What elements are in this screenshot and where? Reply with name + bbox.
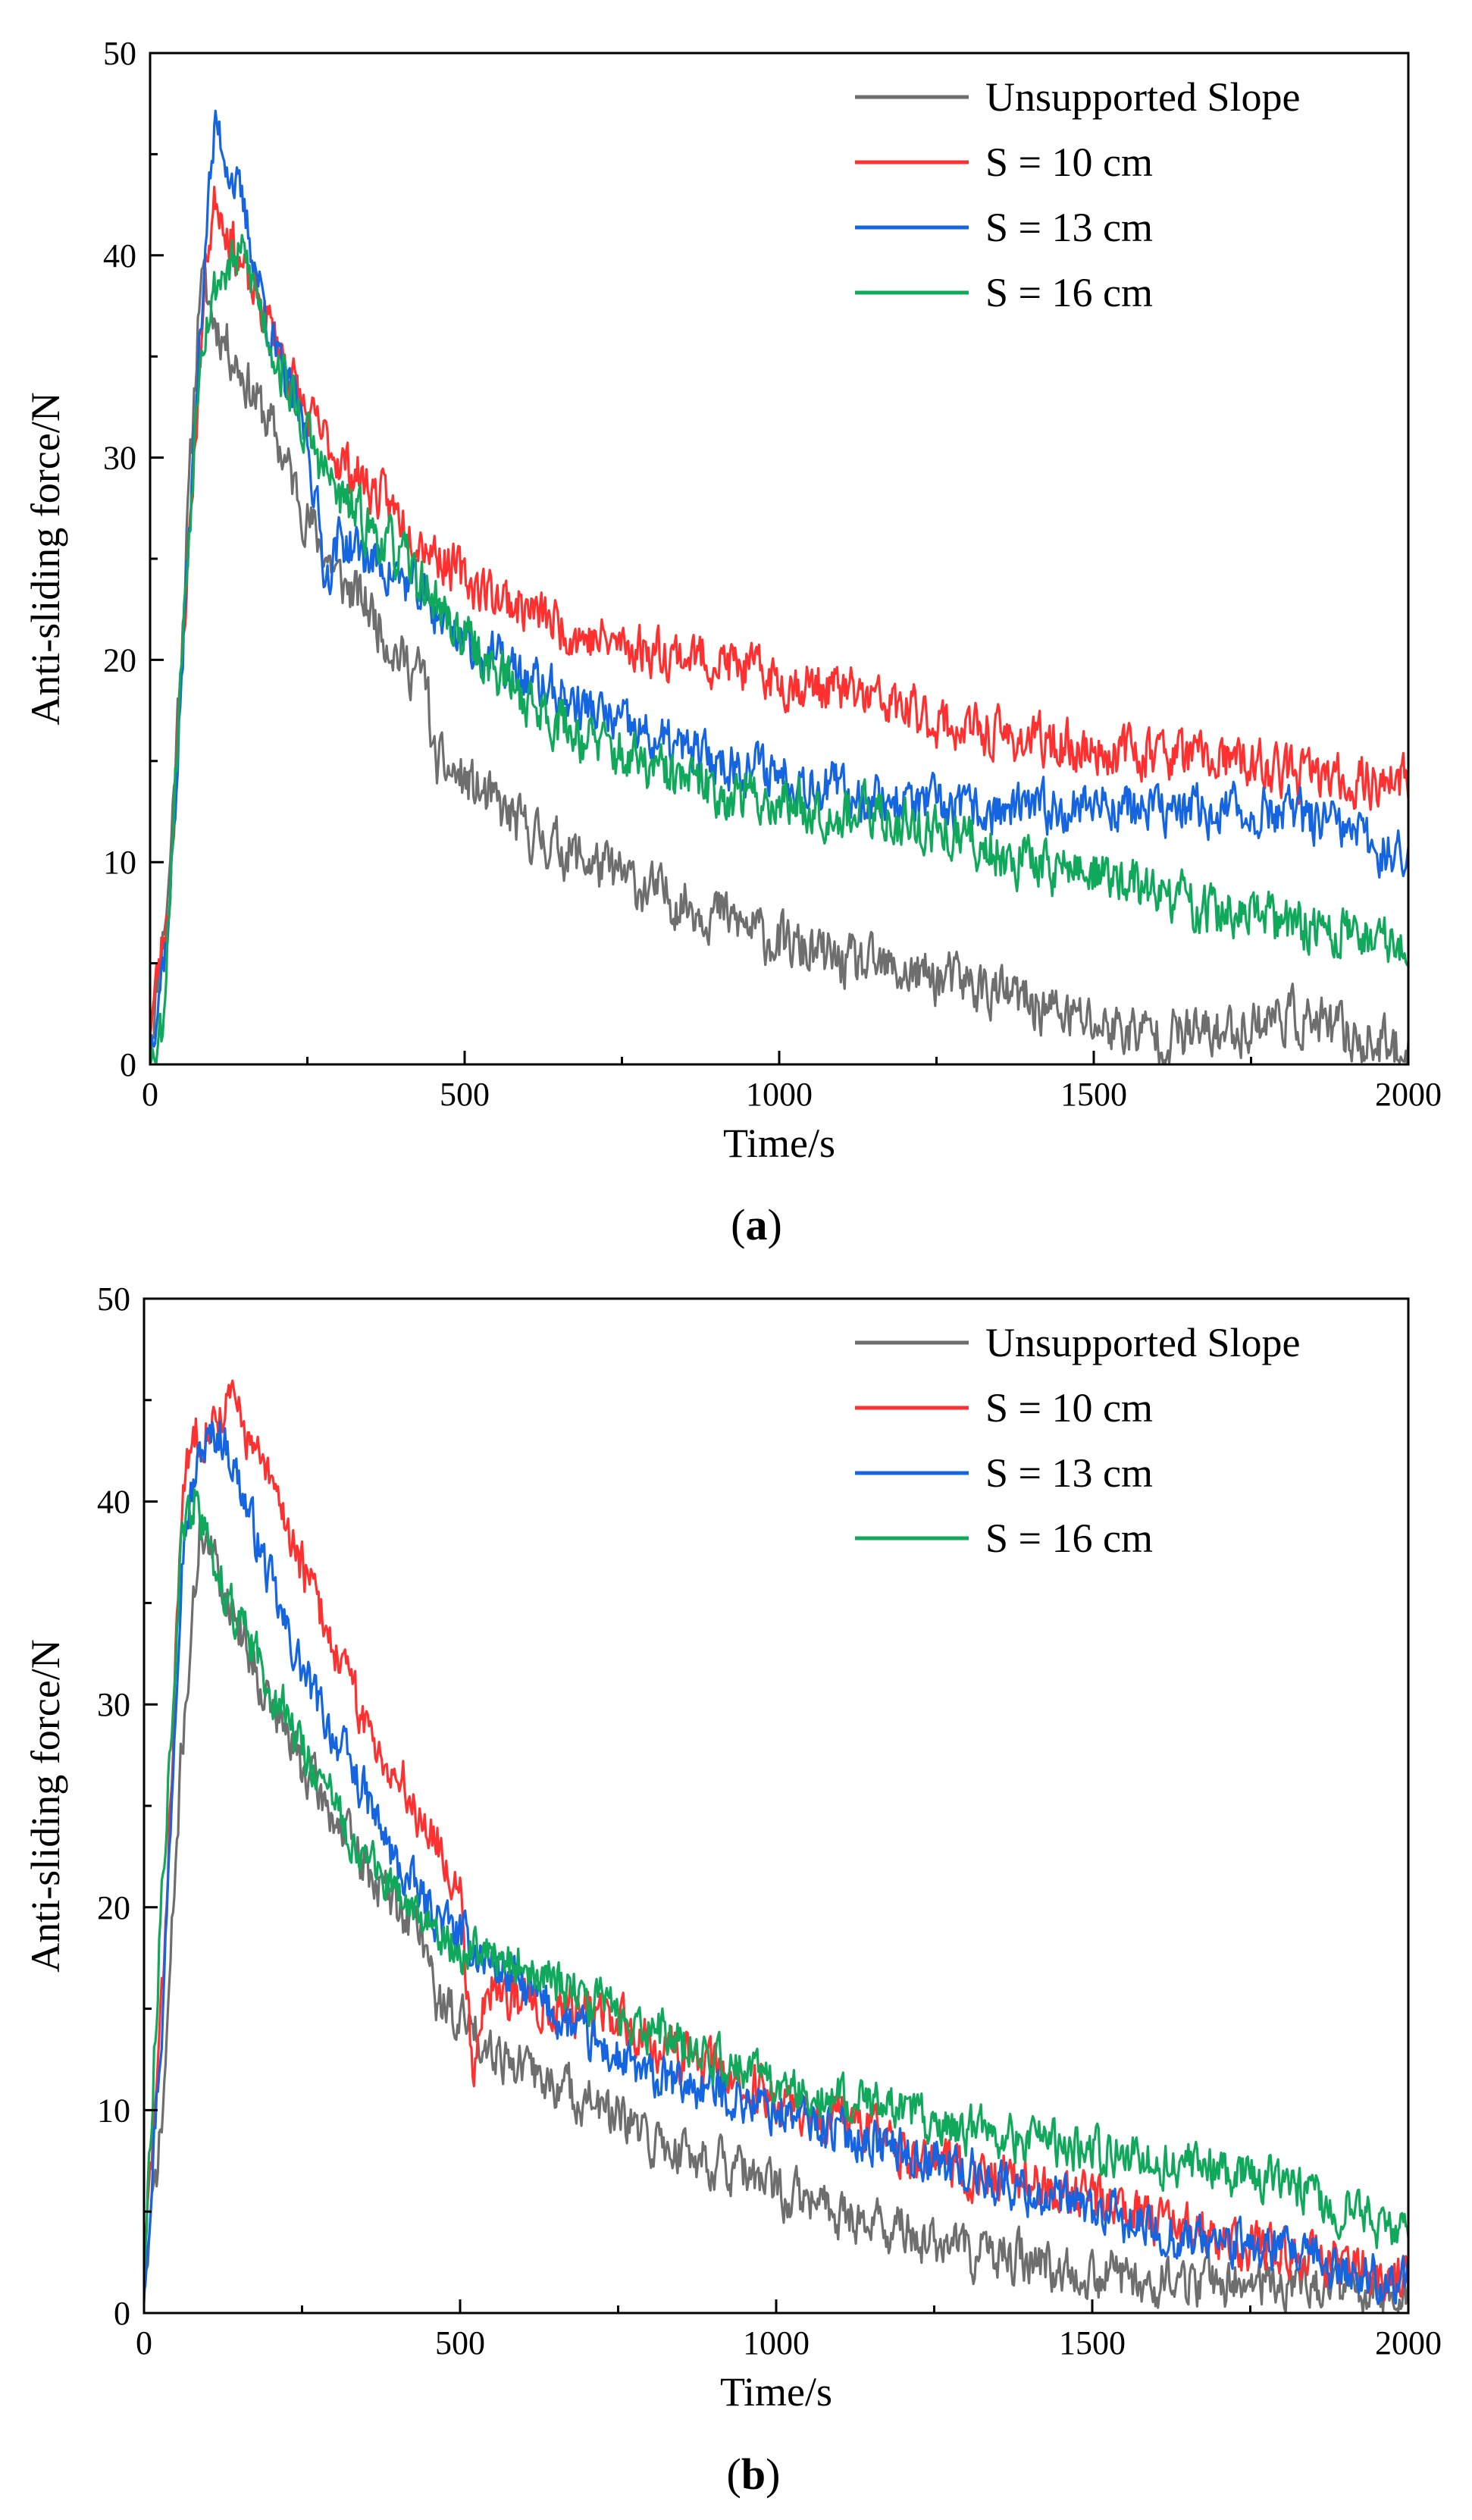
series-group bbox=[150, 109, 1408, 1064]
y-tick-label: 50 bbox=[103, 35, 136, 72]
panel-label-open: ( bbox=[727, 2449, 741, 2499]
y-tick-label: 10 bbox=[103, 844, 136, 881]
series-line-16cm bbox=[150, 234, 1408, 1064]
x-tick-label: 1000 bbox=[746, 1076, 813, 1113]
series-line-10cm bbox=[144, 1379, 1408, 2302]
y-tick-label: 40 bbox=[97, 1484, 130, 1521]
x-tick-label: 1500 bbox=[1060, 1076, 1127, 1113]
chart-panel-b: 0 500 1000 1500 2000 0 10 20 30 40 50 Time/s Anti-sl… bbox=[23, 1280, 1442, 2499]
y-axis-title: Anti-sliding force/N bbox=[23, 1639, 68, 1972]
y-tick-label: 50 bbox=[97, 1280, 130, 1318]
y-tick-label: 30 bbox=[97, 1686, 130, 1723]
chart-panel-a: 0 500 1000 1500 2000 0 10 20 30 40 50 Time/s Anti-sl… bbox=[23, 35, 1442, 1249]
panel-label-letter: a bbox=[746, 1200, 768, 1249]
x-tick-label: 0 bbox=[136, 2324, 152, 2362]
y-tick-label: 30 bbox=[103, 440, 136, 477]
series-line-16cm bbox=[144, 1488, 1408, 2282]
x-tick-label: 2000 bbox=[1375, 2324, 1442, 2362]
panel-label-open: ( bbox=[731, 1200, 745, 1249]
x-tick-label: 2000 bbox=[1375, 1076, 1442, 1113]
panel-label-close: ) bbox=[768, 1200, 782, 1249]
x-tick-label: 1500 bbox=[1059, 2324, 1126, 2362]
y-axis-title: Anti-sliding force/N bbox=[23, 392, 68, 725]
series-line-unsupported bbox=[150, 259, 1408, 1064]
legend-label: Unsupported Slope bbox=[985, 1320, 1300, 1365]
x-tick-label: 500 bbox=[440, 1076, 490, 1113]
x-tick-label: 500 bbox=[435, 2324, 485, 2362]
series-group bbox=[144, 1379, 1408, 2313]
x-axis-title: Time/s bbox=[723, 1121, 835, 1166]
series-line-13cm bbox=[150, 109, 1408, 1055]
y-tick-label: 20 bbox=[97, 1889, 130, 1926]
legend-label: S = 13 cm bbox=[985, 205, 1153, 250]
legend-label: Unsupported Slope bbox=[985, 74, 1300, 120]
y-tick-label: 40 bbox=[103, 237, 136, 274]
legend-label: S = 13 cm bbox=[985, 1450, 1153, 1496]
series-line-13cm bbox=[144, 1420, 1408, 2305]
y-tick-label: 20 bbox=[103, 641, 136, 679]
legend-label: S = 16 cm bbox=[985, 270, 1153, 315]
x-axis-title: Time/s bbox=[720, 2369, 832, 2415]
legend-label: S = 10 cm bbox=[985, 1385, 1153, 1431]
legend-label: S = 10 cm bbox=[985, 139, 1153, 185]
panel-label: (b) bbox=[727, 2449, 781, 2499]
panel-label-letter: b bbox=[741, 2449, 766, 2499]
x-tick-label: 0 bbox=[142, 1076, 158, 1113]
x-tick-label: 1000 bbox=[743, 2324, 810, 2362]
y-tick-label: 0 bbox=[120, 1046, 136, 1083]
y-tick-label: 10 bbox=[97, 2092, 130, 2129]
legend-label: S = 16 cm bbox=[985, 1515, 1153, 1561]
y-tick-label: 0 bbox=[114, 2295, 130, 2332]
panel-label: (a) bbox=[731, 1200, 782, 1249]
panel-label-close: ) bbox=[766, 2449, 780, 2499]
